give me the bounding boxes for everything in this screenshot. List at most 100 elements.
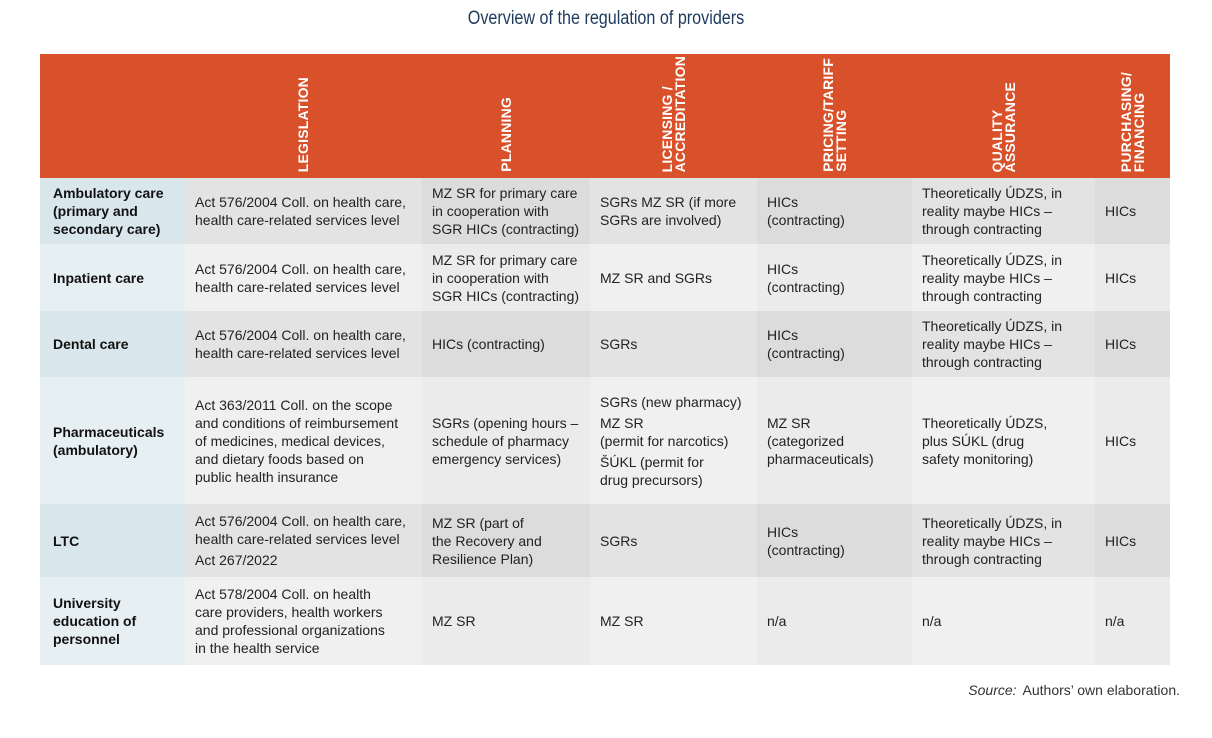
cell-text: SGRs MZ SR (if more SGRs are involved) xyxy=(600,194,737,228)
cell-text: Act 576/2004 Coll. on health care, healt… xyxy=(195,327,406,361)
row-label: Ambulatory care (primary and secondary c… xyxy=(40,178,185,244)
header-quality: QUALITY ASSURANCE xyxy=(912,54,1095,178)
table-cell: Theoretically ÚDZS, in reality maybe HIC… xyxy=(912,244,1095,311)
cell-text: HICs (contracting) xyxy=(767,260,845,295)
table-cell: HICs (contracting) xyxy=(757,178,912,244)
table-cell: Theoretically ÚDZS, in reality maybe HIC… xyxy=(912,178,1095,244)
table-cell: n/a xyxy=(1095,577,1170,665)
table-cell: n/a xyxy=(912,577,1095,665)
cell-text: MZ SR (categorized pharmaceuticals) xyxy=(767,414,874,467)
cell-text: HICs (contracting) xyxy=(767,327,845,361)
table-cell: HICs xyxy=(1095,244,1170,311)
table-cell: HICs xyxy=(1095,311,1170,377)
cell-text: MZ SR (part of the Recovery and Resilien… xyxy=(432,514,542,567)
cell-text: SGRs (opening hours – schedule of pharma… xyxy=(432,414,579,467)
cell-text: n/a xyxy=(922,613,942,629)
header-label: PRICING/TARIFF SETTING xyxy=(819,58,849,172)
table-cell: Act 363/2011 Coll. on the scope and cond… xyxy=(185,377,422,504)
table-cell: n/a xyxy=(757,577,912,665)
header-legislation: LEGISLATION xyxy=(185,54,422,178)
table-cell: HICs xyxy=(1095,377,1170,504)
regulation-table: LEGISLATION PLANNING LICENSING / ACCREDI… xyxy=(40,54,1170,665)
table-title: Overview of the regulation of providers xyxy=(467,8,745,29)
header-row: LEGISLATION PLANNING LICENSING / ACCREDI… xyxy=(40,54,1170,178)
cell-text: MZ SR for primary care in cooperation wi… xyxy=(432,185,580,237)
cell-text: HICs (contracting) xyxy=(432,336,545,352)
cell-text: Act 576/2004 Coll. on health care, healt… xyxy=(195,194,406,228)
source-note: Source: Authors’ own elaboration. xyxy=(968,682,1180,698)
source-label: Source: xyxy=(968,682,1017,698)
cell-text: SGRs (new pharmacy) xyxy=(600,393,742,410)
table-cell: MZ SR for primary care in cooperation wi… xyxy=(422,244,590,311)
cell-text: Act 576/2004 Coll. on health care, healt… xyxy=(195,260,406,295)
cell-text: Theoretically ÚDZS, in reality maybe HIC… xyxy=(922,251,1063,304)
table-cell: Act 576/2004 Coll. on health care, healt… xyxy=(185,504,422,577)
cell-text: Theoretically ÚDZS, in reality maybe HIC… xyxy=(922,185,1063,237)
table-row: Inpatient care Act 576/2004 Coll. on heal… xyxy=(40,244,1170,311)
source-text: Authors’ own elaboration. xyxy=(1022,682,1180,698)
cell-text: MZ SR and SGRs xyxy=(600,269,713,286)
header-purchasing: PURCHASING/ FINANCING xyxy=(1095,54,1170,178)
table-cell: HICs (contracting) xyxy=(757,311,912,377)
header-blank xyxy=(40,54,185,178)
table-cell: Act 578/2004 Coll. on health care provid… xyxy=(185,577,422,665)
table-cell: Theoretically ÚDZS, in reality maybe HIC… xyxy=(912,504,1095,577)
header-label: QUALITY ASSURANCE xyxy=(988,81,1018,172)
table-row: Ambulatory care (primary and secondary c… xyxy=(40,178,1170,244)
cell-text: SGRs xyxy=(600,336,638,352)
header-label: PLANNING xyxy=(497,97,514,172)
cell-text: MZ SR xyxy=(432,613,476,629)
header-label: LICENSING / ACCREDITATION xyxy=(658,55,688,172)
header-licensing: LICENSING / ACCREDITATION xyxy=(590,54,757,178)
cell-text: MZ SR for primary care in cooperation wi… xyxy=(432,251,580,304)
table-row: Dental care Act 576/2004 Coll. on health … xyxy=(40,311,1170,377)
cell-text: SGRs xyxy=(600,532,638,549)
cell-text: Act 363/2011 Coll. on the scope and cond… xyxy=(195,396,399,485)
table-cell: SGRs xyxy=(590,311,757,377)
cell-text: Act 267/2022 xyxy=(195,552,278,568)
cell-text: HICs xyxy=(1105,336,1137,352)
table-cell: Theoretically ÚDZS, in reality maybe HIC… xyxy=(912,311,1095,377)
cell-text: HICs xyxy=(1105,203,1137,219)
row-label: Dental care xyxy=(40,311,185,377)
table-cell: Act 576/2004 Coll. on health care, healt… xyxy=(185,311,422,377)
table-cell: HICs (contracting) xyxy=(757,504,912,577)
cell-text: HICs xyxy=(1105,432,1137,449)
cell-text: n/a xyxy=(767,613,787,629)
header-label: LEGISLATION xyxy=(295,76,311,172)
table-row: University education of personnel Act 578… xyxy=(40,577,1170,665)
header-planning: PLANNING xyxy=(422,54,590,178)
table-cell: MZ SR (part of the Recovery and Resilien… xyxy=(422,504,590,577)
table-cell: HICs (contracting) xyxy=(422,311,590,377)
cell-text: MZ SR xyxy=(600,613,644,629)
cell-text: HICs xyxy=(1105,269,1137,286)
cell-text: ŠÚKL (permit for drug precursors) xyxy=(600,453,704,488)
header-pricing: PRICING/TARIFF SETTING xyxy=(757,54,912,178)
row-label: University education of personnel xyxy=(40,577,185,665)
cell-text: HICs xyxy=(1105,532,1137,549)
table-cell: MZ SR for primary care in cooperation wi… xyxy=(422,178,590,244)
table-cell: HICs xyxy=(1095,178,1170,244)
table-cell: SGRs (opening hours – schedule of pharma… xyxy=(422,377,590,504)
cell-text: MZ SR (permit for narcotics) xyxy=(600,414,729,449)
cell-text: Theoretically ÚDZS, in reality maybe HIC… xyxy=(922,514,1063,567)
table-cell: Theoretically ÚDZS, plus SÚKL (drug safe… xyxy=(912,377,1095,504)
header-label: PURCHASING/ FINANCING xyxy=(1117,71,1147,172)
row-label: LTC xyxy=(40,504,185,577)
cell-text: HICs (contracting) xyxy=(767,523,845,558)
table-cell: HICs (contracting) xyxy=(757,244,912,311)
row-label: Pharmaceuticals (ambulatory) xyxy=(40,377,185,504)
table-row: Pharmaceuticals (ambulatory) Act 363/2011… xyxy=(40,377,1170,504)
table-cell: MZ SR and SGRs xyxy=(590,244,757,311)
row-label: Inpatient care xyxy=(40,244,185,311)
table-cell: SGRs (new pharmacy) MZ SR (permit for nar… xyxy=(590,377,757,504)
cell-text: Act 578/2004 Coll. on health care provid… xyxy=(195,586,385,656)
cell-text: n/a xyxy=(1105,613,1125,629)
table-cell: SGRs MZ SR (if more SGRs are involved) xyxy=(590,178,757,244)
cell-text: HICs (contracting) xyxy=(767,194,845,228)
table-cell: MZ SR xyxy=(590,577,757,665)
table-cell: Act 576/2004 Coll. on health care, healt… xyxy=(185,244,422,311)
cell-text: Theoretically ÚDZS, in reality maybe HIC… xyxy=(922,318,1063,370)
table-row: LTC Act 576/2004 Coll. on health care, he… xyxy=(40,504,1170,577)
table-cell: SGRs xyxy=(590,504,757,577)
